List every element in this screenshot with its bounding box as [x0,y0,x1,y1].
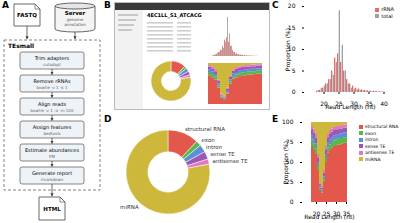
svg-text:rmarkdown: rmarkdown [41,177,64,182]
svg-text:0: 0 [292,88,296,95]
svg-text:bowtie -v 1 -k 1: bowtie -v 1 -k 1 [36,85,67,90]
svg-text:Generate report: Generate report [32,170,72,177]
svg-text:bedtools: bedtools [43,131,60,136]
svg-text:Server: Server [65,10,86,16]
svg-text:Trim adapters: Trim adapters [34,55,70,62]
svg-text:Read Length (nt): Read Length (nt) [325,103,375,111]
svg-text:Proportion (%): Proportion (%) [284,28,292,71]
svg-text:TEsmall: TEsmall [8,42,34,49]
svg-text:Estimate abundances: Estimate abundances [25,147,79,153]
svg-text:exon: exon [202,137,216,143]
svg-text:FASTQ: FASTQ [17,12,37,18]
svg-text:bowtie -v 1 -a -m 100: bowtie -v 1 -a -m 100 [31,108,74,113]
svg-text:cutadapt: cutadapt [43,62,61,67]
svg-text:100: 100 [282,118,294,125]
svg-text:Read Length (nt): Read Length (nt) [304,213,354,221]
svg-text:Remove rRNAs: Remove rRNAs [33,78,71,84]
svg-text:sense TE: sense TE [210,151,235,157]
svg-text:4EC1LL_S1_ATCACG: 4EC1LL_S1_ATCACG [147,12,202,19]
svg-text:0: 0 [290,198,294,205]
svg-text:Assign features: Assign features [33,124,72,131]
svg-text:intron: intron [206,144,223,150]
svg-text:Proportion (%): Proportion (%) [282,141,290,184]
svg-text:annotation: annotation [64,22,86,27]
svg-text:EM: EM [49,154,56,159]
svg-text:20: 20 [288,2,296,9]
svg-text:40: 40 [380,100,388,107]
svg-text:structural RNA: structural RNA [185,126,225,132]
svg-text:antisense TE: antisense TE [213,157,249,163]
svg-text:5: 5 [292,67,296,74]
svg-text:Align reads: Align reads [38,101,66,108]
svg-text:HTML: HTML [43,206,61,212]
svg-text:miRNA: miRNA [120,204,139,210]
